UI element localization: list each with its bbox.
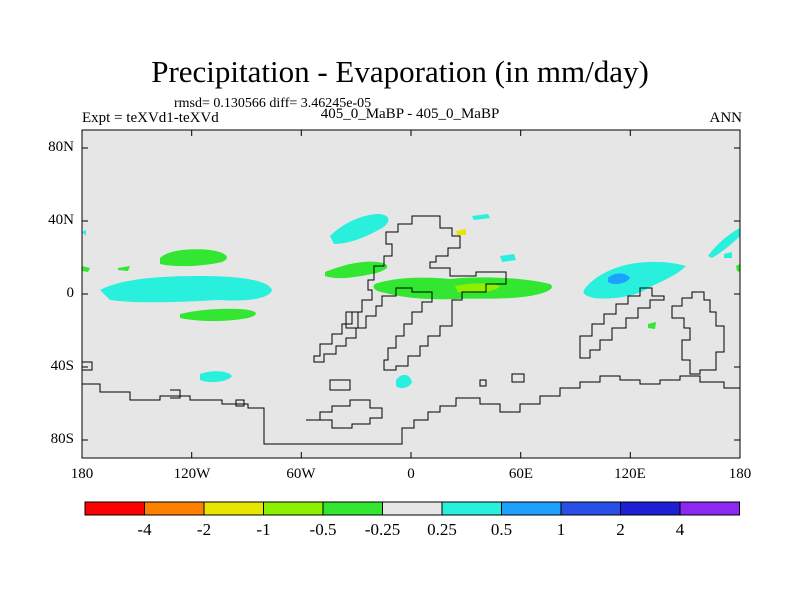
- colorbar-swatch: [501, 501, 562, 516]
- lon-tick-label: 120W: [173, 466, 211, 482]
- region-green-east: [736, 264, 740, 272]
- coast-square-1: [345, 311, 359, 329]
- map-title: Precipitation - Evaporation (in mm/day): [151, 54, 649, 89]
- coast-southwest-2: [170, 389, 181, 399]
- region-cyan-central-pacific: [100, 276, 272, 303]
- region-green-southeast-pacific: [180, 308, 256, 321]
- coast-ring-3: [479, 379, 487, 387]
- lon-tick-label: 0: [407, 466, 415, 482]
- region-blue: [608, 273, 630, 285]
- region-green-small-3: [648, 322, 656, 329]
- colorbar-swatch: [679, 501, 740, 516]
- region-green-small-2: [82, 266, 90, 272]
- colorbar-swatch: [84, 501, 145, 516]
- colorbar-label: -2: [196, 520, 212, 539]
- coast-southwest-1: [82, 361, 93, 371]
- lat-tick-label: 80S: [50, 431, 74, 447]
- colorbar-label: -0.5: [309, 520, 337, 539]
- coast-ring-1: [329, 379, 351, 391]
- coast-east-mainland: [671, 291, 725, 375]
- coast-ring-2: [511, 373, 525, 383]
- colorbar-label: -1: [256, 520, 271, 539]
- region-cyan-northeast: [708, 228, 740, 258]
- season-label: ANN: [709, 110, 743, 126]
- region-cyan-southeast-pacific: [200, 371, 232, 383]
- colorbar-label: 0.25: [427, 520, 457, 539]
- colorbar-swatch: [203, 501, 264, 516]
- region-green-atlantic: [325, 261, 388, 279]
- coastlines: [82, 215, 740, 445]
- coast-south-islands: [306, 399, 383, 429]
- colorbar-swatch: [263, 501, 324, 516]
- axis-ticks: [81, 130, 741, 458]
- coast-southwest-3: [235, 399, 245, 407]
- region-lightgreen: [455, 283, 500, 293]
- lon-tick-label: 60W: [286, 466, 316, 482]
- lat-tick-label: 40S: [50, 358, 74, 374]
- lon-tick-label: 180: [70, 466, 94, 482]
- colorbar-swatch: [382, 501, 443, 516]
- region-cyan-small-3: [82, 230, 86, 236]
- lat-tick-label: 0: [66, 285, 75, 301]
- colorbar-label: 4: [675, 520, 685, 539]
- colorbar-swatch: [560, 501, 621, 516]
- lat-tick-label: 40N: [48, 212, 74, 228]
- lon-tick-label: 120E: [614, 466, 646, 482]
- colorbar-label: -4: [137, 520, 152, 539]
- region-yellow: [456, 229, 466, 235]
- colorbar-label: -0.25: [364, 520, 401, 539]
- coast-south-continent: [82, 375, 740, 445]
- region-cyan-small-4: [724, 252, 732, 258]
- experiment-label: Expt = teXVd1-teXVd: [82, 110, 219, 126]
- colorbar-swatch: [441, 501, 502, 516]
- lon-tick-label: 60E: [508, 466, 534, 482]
- colorbar-label: 1: [556, 520, 566, 539]
- region-green-west-pacific: [160, 249, 227, 267]
- lon-tick-label: 180: [728, 466, 752, 482]
- colorbar-label: 0.5: [490, 520, 513, 539]
- region-cyan-north-pacific: [330, 214, 389, 244]
- colorbar: [84, 501, 740, 516]
- colorbar-swatch: [620, 501, 681, 516]
- coast-eurasia-africa: [313, 215, 507, 371]
- statistics-text: rmsd= 0.130566 diff= 3.46245e-05: [174, 96, 372, 111]
- coast-asia-australia: [579, 287, 665, 359]
- region-cyan-south-atlantic: [396, 374, 412, 389]
- case-label: 405_0_MaBP - 405_0_MaBP: [320, 106, 500, 122]
- region-green-small-1: [118, 266, 130, 271]
- colorbar-swatch: [322, 501, 383, 516]
- positive-anomaly-regions: [82, 214, 740, 389]
- region-cyan-small-2: [472, 214, 490, 220]
- lat-tick-label: 80N: [48, 139, 74, 155]
- colorbar-swatch: [144, 501, 205, 516]
- region-cyan-west-pacific-warm-pool: [583, 261, 686, 299]
- region-cyan-small-1: [500, 254, 516, 262]
- colorbar-label: 2: [616, 520, 625, 539]
